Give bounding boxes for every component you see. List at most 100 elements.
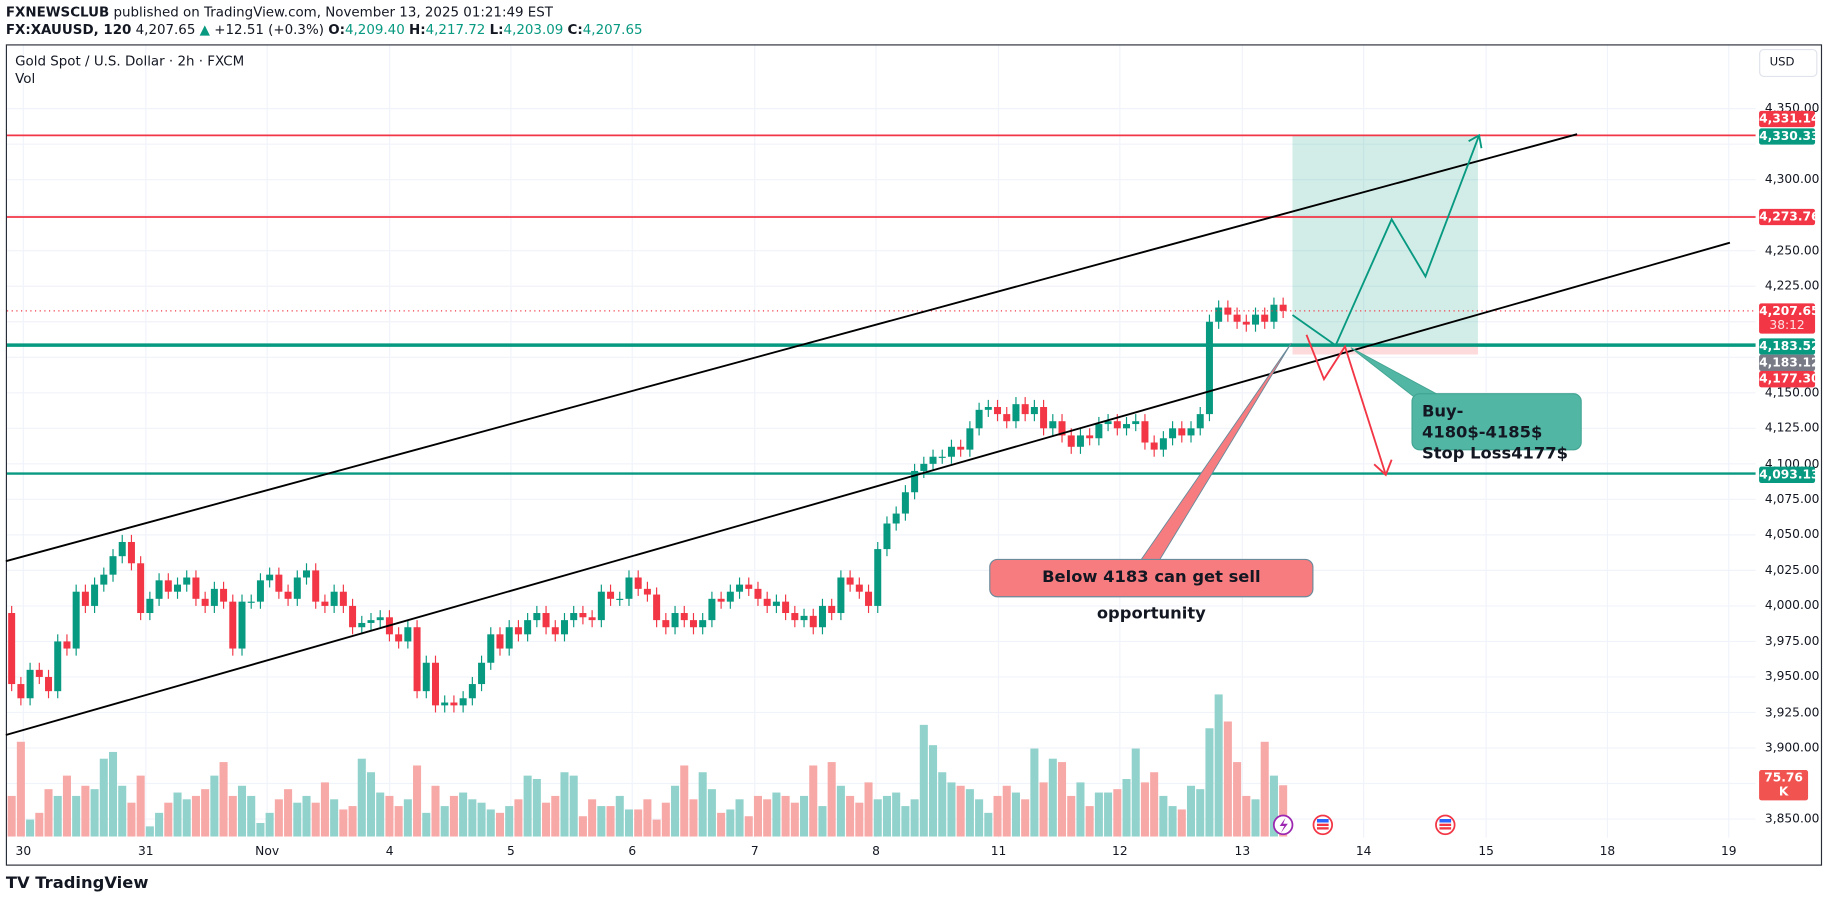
candle [1169, 421, 1177, 446]
volume-bar [1196, 789, 1205, 837]
candle [321, 594, 329, 614]
volume-bar [965, 789, 974, 837]
arrow-up-icon [1468, 133, 1483, 149]
candle [1252, 307, 1260, 332]
flag-stripe [1439, 823, 1452, 827]
channel-lower-line [5, 241, 1731, 736]
candle-body [1233, 314, 1241, 322]
candle [100, 567, 108, 592]
candle [1196, 407, 1204, 436]
candle [256, 573, 264, 609]
candle [1049, 414, 1057, 436]
candle [1104, 414, 1112, 432]
volume-bar [938, 772, 947, 837]
candle [994, 399, 1002, 422]
volume-bar [560, 772, 569, 837]
candle-body [192, 577, 200, 599]
price-tag-value: 4,183.12 [1759, 355, 1820, 370]
candle [1076, 428, 1084, 454]
candle [800, 608, 808, 628]
candle-body [1178, 428, 1186, 436]
candle-body [588, 617, 596, 621]
candle [1187, 421, 1195, 443]
volume-bar [1076, 782, 1085, 837]
time-tick-label: 5 [507, 844, 515, 859]
volume-bar [1057, 762, 1067, 837]
candle [146, 591, 154, 621]
candle-body [1113, 421, 1121, 429]
buy-callout[interactable]: Buy-4180$-4185$ Stop Loss4177$ [1411, 393, 1582, 463]
volume-bar [993, 795, 1002, 837]
candle-body [818, 605, 826, 628]
price-tag-value: 4,331.14 [1759, 112, 1820, 127]
volume-bar [1030, 748, 1039, 837]
candle-body [1040, 407, 1048, 429]
candle [966, 421, 974, 457]
candle-body [1132, 421, 1140, 425]
candle [588, 610, 596, 628]
candle [1270, 297, 1278, 329]
volume-bar [1159, 795, 1168, 837]
volume-bar [228, 795, 237, 837]
candle-body [1030, 407, 1038, 415]
candle-body [782, 601, 790, 614]
time-tick-label: 8 [872, 844, 880, 859]
candle [533, 605, 541, 628]
candle [229, 594, 237, 656]
time-tick-label: 4 [385, 844, 394, 859]
sell-callout[interactable]: Below 4183 can get sell opportunity [989, 558, 1314, 623]
flag-blue [1439, 819, 1452, 823]
candle-body [137, 563, 145, 614]
tradingview-logo[interactable]: 𝗧𝗩 TradingView [6, 874, 149, 893]
candle-body [339, 591, 347, 606]
volume-bar [127, 802, 136, 837]
currency-button[interactable]: USD [1759, 49, 1818, 78]
price-tick-label: 4,250.00 [1764, 243, 1820, 258]
candle-body [210, 588, 218, 606]
candle-body [726, 591, 734, 602]
candle [487, 627, 495, 670]
candle [736, 577, 744, 599]
volume-bar [495, 812, 505, 837]
us-flag-event-icon[interactable] [1435, 814, 1456, 836]
candle [26, 662, 34, 706]
volume-bar [164, 802, 173, 837]
author[interactable]: FXNEWSCLUB [5, 3, 110, 20]
us-flag-event-icon[interactable] [1312, 814, 1334, 836]
candle-body [404, 627, 412, 642]
candle [717, 591, 725, 609]
candle-body [874, 549, 882, 606]
candle-body [431, 662, 439, 706]
earnings-event-icon[interactable] [1272, 814, 1294, 836]
arrow-down-icon [1373, 459, 1393, 477]
candle [975, 402, 983, 436]
price-tag: 4,183.52 [1759, 338, 1820, 355]
volume-bar [698, 772, 707, 837]
volume-bar [818, 806, 827, 837]
chart-pane[interactable] [5, 44, 1823, 866]
candle [726, 584, 734, 609]
candle-body [35, 669, 43, 677]
candle-body [551, 627, 559, 635]
candle [782, 594, 790, 621]
candle-body [533, 613, 541, 621]
candle-body [1205, 321, 1213, 415]
candle [514, 620, 522, 642]
volume-bar [1251, 799, 1260, 837]
candle [339, 584, 347, 614]
candle [220, 581, 228, 609]
volume-bar [108, 751, 118, 837]
price-tag-value: 4,273.76 [1759, 210, 1820, 225]
volume-bar [578, 816, 587, 837]
candle-body [303, 570, 311, 578]
volume-bar [1177, 809, 1186, 837]
candle-body [1187, 428, 1195, 436]
candle-body [763, 598, 771, 606]
volume-bar [671, 785, 680, 837]
volume-bar [1186, 785, 1196, 837]
candle-body [1141, 421, 1149, 443]
candle [745, 577, 753, 596]
candle-body [994, 407, 1002, 415]
candle-body [459, 698, 467, 706]
